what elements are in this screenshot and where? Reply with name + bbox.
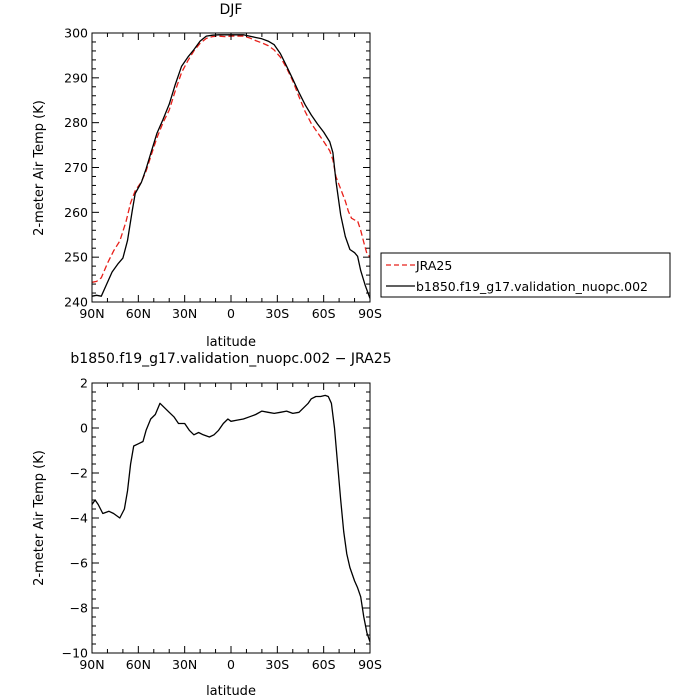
top-y-axis-label: 2-meter Air Temp (K) [32,100,47,236]
bottom-y-tick-label: −4 [70,511,88,526]
top-x-tick-label: 60S [312,306,336,321]
bottom-y-tick-label: −10 [62,646,88,661]
top-y-tick-label: 270 [64,160,88,175]
legend-box [380,252,671,298]
top-x-tick-label: 60N [126,306,151,321]
top-x-tick-label: 90N [79,306,104,321]
bottom-plot-frame [91,382,371,654]
bottom-y-tick-label: 2 [80,376,88,391]
bottom-panel: b1850.f19_g17.validation_nuopc.002 − JRA… [32,351,392,699]
top-x-tick-label: 30S [265,306,289,321]
top-x-axis-label: latitude [206,335,256,350]
top-x-tick-label: 0 [227,306,235,321]
bottom-y-axis-label: 2-meter Air Temp (K) [32,450,47,586]
top-series-line-0 [91,35,371,283]
top-y-tick-label: 300 [64,26,88,41]
top-panel: DJF 2-meter Air Temp (K) latitude 240 250… [32,2,382,350]
bottom-y-tick-label: −8 [70,601,88,616]
legend: JRA25 b1850.f19_g17.validation_nuopc.002 [380,252,671,298]
top-y-tick-label: 290 [64,70,88,85]
top-plot-area: 240 250 260 270 280 290 300 90N 60N 30N 0 30S 60S 90S [64,26,382,322]
top-series-line-1 [91,34,371,299]
top-x-tick-label: 90S [358,306,382,321]
bottom-chart-title: b1850.f19_g17.validation_nuopc.002 − JRA… [70,351,391,367]
top-plot-frame [91,32,371,303]
bottom-x-tick-label: 60S [312,657,336,672]
bottom-x-axis-label: latitude [206,684,256,699]
legend-label-jra25: JRA25 [415,258,452,273]
bottom-y-tick-label: 0 [80,421,88,436]
top-chart-title: DJF [220,2,243,18]
top-x-tick-label: 30N [172,306,197,321]
bottom-x-tick-label: 90S [358,657,382,672]
bottom-x-tick-label: 30N [172,657,197,672]
bottom-x-tick-label: 0 [227,657,235,672]
bottom-x-tick-label: 60N [126,657,151,672]
top-y-tick-label: 260 [64,205,88,220]
bottom-y-tick-label: −2 [70,466,88,481]
legend-label-model: b1850.f19_g17.validation_nuopc.002 [416,279,648,294]
bottom-x-tick-label: 90N [79,657,104,672]
top-y-tick-label: 240 [64,295,88,310]
top-y-tick-label: 250 [64,250,88,265]
bottom-series-line-0 [91,394,371,643]
bottom-plot-area: −10 −8 −6 −4 −2 0 2 90N 60N 30N 0 30S 60S 90S [62,376,382,673]
top-y-tick-label: 280 [64,115,88,130]
bottom-x-tick-label: 30S [265,657,289,672]
bottom-y-tick-label: −6 [70,556,88,571]
